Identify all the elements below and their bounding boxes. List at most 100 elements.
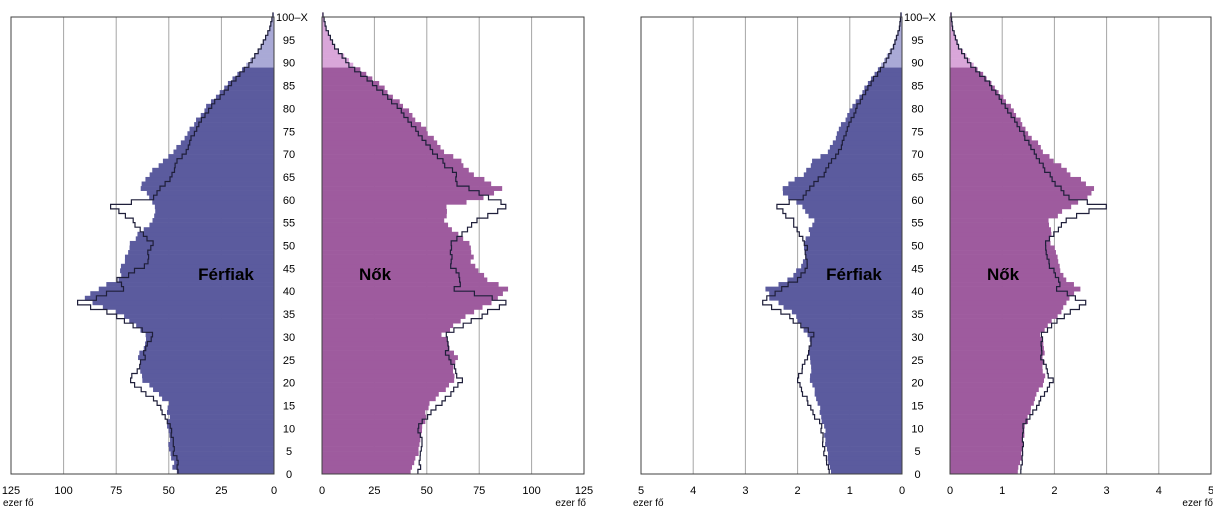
female-bar-age-85 [322, 80, 380, 86]
female-bar-age-34 [950, 314, 1058, 319]
female-bar-age-94 [322, 39, 333, 45]
male-bar-age-64 [794, 176, 902, 182]
age-tick-label: 60 [911, 195, 923, 207]
female-bar-age-37 [950, 300, 1067, 306]
age-tick-label: 5 [914, 446, 920, 458]
female-bar-age-86 [322, 76, 373, 82]
female-bar-age-60 [950, 195, 1088, 201]
male-bar-age-44 [796, 268, 902, 274]
female-bar-age-5 [950, 446, 1023, 452]
female-bar-age-44 [322, 268, 479, 274]
male-bar-age-40 [98, 286, 274, 292]
female-bar-age-70 [950, 149, 1043, 155]
female-bar-age-17 [322, 391, 439, 397]
male-bar-age-86 [870, 76, 902, 82]
male-bar-age-87 [874, 71, 902, 77]
male-bar-age-64 [145, 176, 274, 182]
female-bar-age-39 [322, 291, 503, 297]
female-bar-age-29 [322, 336, 448, 342]
male-bar-age-11 [821, 419, 902, 425]
age-tick-label: 35 [911, 309, 923, 321]
female-bar-age-63 [950, 181, 1086, 187]
male-bar-age-57 [155, 208, 274, 214]
male-bar-age-0 [830, 469, 902, 475]
female-bar-age-33 [322, 318, 461, 324]
male-bar-age-14 [167, 405, 274, 411]
female-bar-age-9 [322, 428, 423, 434]
female-bar-age-70 [322, 149, 445, 155]
female-bar-age-41 [950, 282, 1074, 287]
male-bar-age-63 [788, 181, 902, 187]
female-bar-age-18 [322, 387, 446, 393]
female-bar-age-45 [322, 263, 476, 269]
female-bar-age-93 [950, 44, 960, 50]
female-bar-age-27 [950, 346, 1044, 351]
age-tick-label: 30 [283, 332, 295, 344]
female-bar-age-79 [950, 108, 1014, 114]
female-bar-age-74 [950, 131, 1029, 137]
male-bar-age-31 [803, 327, 902, 333]
male-bar-age-21 [142, 373, 274, 379]
male-bar-age-22 [140, 368, 274, 374]
age-tick-label: 40 [283, 286, 295, 298]
male-bar-age-29 [146, 336, 274, 342]
female-bar-age-74 [322, 131, 428, 137]
male-bar-age-99 [271, 17, 274, 22]
male-bar-age-46 [124, 259, 274, 265]
male-bar-age-94 [263, 39, 274, 45]
male-series-label: Férfiak [198, 265, 254, 284]
female-unit-label: ezer fő [1182, 498, 1213, 509]
age-tick-label: 80 [911, 103, 923, 115]
male-bar-age-34 [796, 314, 902, 319]
female-bar-age-2 [950, 460, 1021, 466]
female-bar-age-58 [322, 204, 447, 210]
male-bar-age-12 [169, 414, 274, 420]
male-bar-age-32 [801, 323, 902, 329]
age-tick-label: 70 [911, 149, 923, 161]
male-bar-age-72 [180, 140, 274, 146]
female-x-tick-label: 50 [421, 485, 433, 497]
female-bar-age-19 [950, 382, 1043, 388]
male-bar-age-60 [788, 195, 902, 201]
age-tick-label: 95 [283, 35, 295, 47]
age-tick-label: 20 [283, 378, 295, 390]
female-bar-age-21 [322, 373, 455, 379]
male-bar-age-39 [90, 291, 275, 297]
female-bar-age-30 [950, 332, 1041, 338]
male-bar-age-69 [820, 154, 902, 159]
male-bar-age-29 [809, 336, 902, 342]
female-bar-age-65 [322, 172, 474, 178]
female-bar-age-16 [950, 396, 1035, 402]
female-bar-age-96 [322, 30, 329, 36]
male-bar-age-9 [168, 428, 274, 434]
female-bar-age-9 [950, 428, 1025, 434]
age-tick-label: 85 [283, 81, 295, 93]
female-bar-age-81 [322, 99, 400, 105]
male-bar-age-84 [864, 85, 902, 91]
male-bar-age-22 [811, 368, 902, 374]
male-x-tick-label: 125 [2, 485, 20, 497]
male-x-tick-label: 100 [54, 485, 72, 497]
male-bars [765, 12, 902, 475]
male-bar-age-99 [900, 17, 902, 22]
male-bar-age-82 [859, 94, 902, 100]
male-bar-age-13 [166, 410, 274, 415]
male-bar-age-98 [270, 21, 274, 27]
female-bar-age-40 [322, 286, 509, 292]
female-x-tick-label: 75 [473, 485, 485, 497]
male-bar-age-61 [146, 190, 274, 196]
female-x-tick-label: 4 [1156, 485, 1162, 497]
age-tick-label: 10 [911, 423, 923, 435]
female-bar-age-36 [322, 304, 483, 310]
female-bar-age-45 [950, 263, 1060, 269]
age-tick-label: 65 [911, 172, 923, 184]
male-bar-age-85 [867, 80, 902, 86]
female-bar-age-88 [950, 67, 978, 73]
female-bar-age-13 [322, 410, 426, 415]
male-bar-age-11 [167, 419, 274, 425]
female-bar-age-78 [950, 112, 1017, 118]
age-tick-label: 35 [283, 309, 295, 321]
female-x-tick-label: 1 [999, 485, 1005, 497]
male-x-tick-label: 25 [215, 485, 227, 497]
